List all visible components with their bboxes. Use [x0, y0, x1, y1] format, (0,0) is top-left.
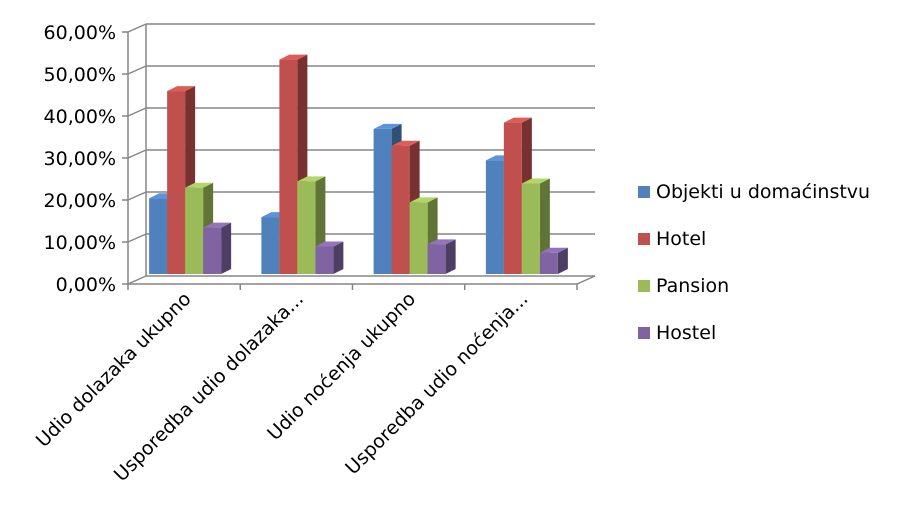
bar: [203, 222, 232, 274]
bar-top: [521, 178, 550, 184]
bar-front: [167, 91, 186, 274]
bar-side: [333, 241, 344, 274]
bar-front: [279, 59, 298, 274]
bar-top: [427, 239, 456, 245]
legend-item: Hotel: [638, 215, 918, 262]
bar-top: [279, 54, 308, 60]
bar-top: [203, 222, 232, 228]
legend-label: Objekti u domaćinstvu: [656, 180, 871, 203]
bar-front: [203, 227, 222, 274]
y-tick-label: 10,00%: [44, 232, 116, 254]
gridline-depth: [127, 275, 147, 285]
legend: Objekti u domaćinstvu Hotel Pansion Hostel: [638, 168, 918, 356]
bar-side: [557, 247, 568, 274]
y-tick-label: 50,00%: [44, 64, 116, 86]
bar-front: [427, 244, 446, 274]
gridline-depth: [127, 65, 147, 75]
bar-top: [391, 140, 420, 146]
bar-front: [261, 217, 280, 274]
bar-top: [167, 86, 196, 92]
bar: [315, 241, 344, 274]
bar-front: [521, 183, 540, 274]
axis-layer: [122, 24, 596, 290]
legend-swatch: [638, 279, 650, 292]
legend-swatch: [638, 326, 650, 339]
bar-front: [539, 252, 558, 274]
y-tick-label: 40,00%: [44, 106, 116, 128]
bar-top: [503, 117, 532, 123]
bar-front: [391, 145, 410, 274]
bar-front: [297, 181, 316, 274]
gridline-depth: [127, 149, 147, 159]
bars-layer: [149, 54, 568, 275]
bar-top: [297, 176, 326, 182]
legend-swatch: [638, 185, 650, 198]
bar: [427, 239, 456, 274]
x-category-label: Usporedba udio dolazaka...: [110, 288, 308, 486]
bar-side: [221, 222, 232, 274]
bar-front: [315, 246, 334, 274]
y-tick-label: 30,00%: [44, 148, 116, 170]
x-category-label: Usporedba udio noćenja...: [341, 288, 532, 479]
bar-front: [409, 202, 428, 274]
bar-front: [503, 122, 522, 274]
bar-top: [539, 247, 568, 253]
y-tick-label: 0,00%: [56, 274, 116, 296]
y-tick-labels: 0,00% 10,00% 20,00% 30,00% 40,00% 50,00% 60,00…: [44, 22, 116, 296]
gridline-depth: [127, 23, 147, 33]
legend-label: Hotel: [656, 227, 707, 250]
bar-front: [185, 187, 204, 274]
legend-label: Hostel: [656, 321, 717, 344]
gridline-depth: [127, 107, 147, 117]
legend-item: Hostel: [638, 309, 918, 356]
gridline-depth: [127, 233, 147, 243]
y-tick-label: 60,00%: [44, 22, 116, 44]
bar: [539, 247, 568, 274]
legend-item: Objekti u domaćinstvu: [638, 168, 918, 215]
legend-swatch: [638, 232, 650, 245]
bar-top: [185, 182, 214, 188]
bar-top: [409, 197, 438, 203]
bar-front: [373, 128, 392, 274]
gridline-depth: [127, 191, 147, 201]
bar-front: [149, 198, 168, 274]
bar-side: [445, 239, 456, 274]
floor-outline: [128, 275, 596, 285]
legend-item: Pansion: [638, 262, 918, 309]
bar-top: [315, 241, 344, 247]
y-tick-label: 20,00%: [44, 190, 116, 212]
legend-label: Pansion: [656, 274, 730, 297]
bar-top: [373, 123, 402, 129]
bar-front: [485, 160, 504, 274]
